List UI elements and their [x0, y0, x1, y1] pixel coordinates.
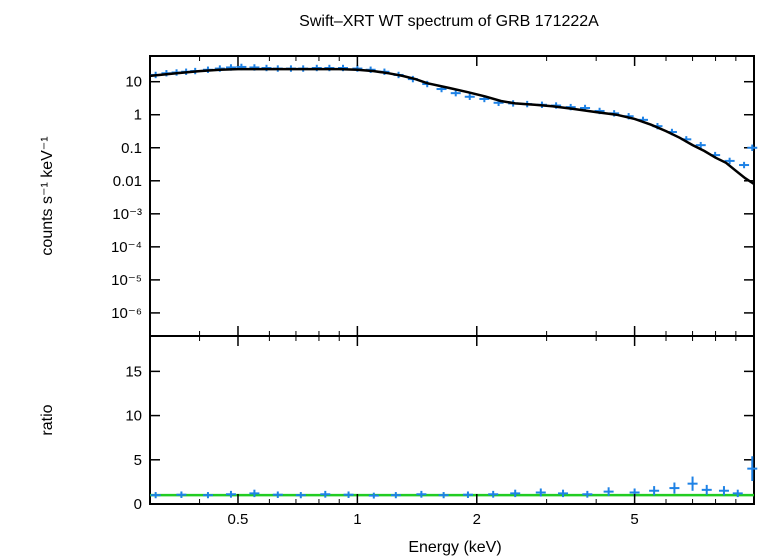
- spectrum-model-line: [149, 67, 755, 186]
- x-axis-label: Energy (keV): [408, 539, 501, 556]
- chart-title: Swift–XRT WT spectrum of GRB 171222A: [299, 13, 599, 30]
- spectrum-data-series: [150, 63, 758, 169]
- spectrum-y-tick-label: 0.01: [113, 173, 142, 190]
- spectrum-y-tick-label: 10⁻⁴: [111, 239, 142, 256]
- spectrum-y-tick-label: 1: [134, 107, 142, 124]
- x-tick-label: 0.5: [228, 511, 249, 528]
- ratio-y-tick-label: 0: [134, 496, 142, 513]
- ratio-frame: [149, 335, 755, 505]
- spectrum-y-ticks: 10 1 0.1 0.01 10⁻³ 10⁻⁴ 10⁻⁵ 10⁻⁶: [111, 74, 754, 322]
- spectrum-y-tick-label: 10: [125, 74, 142, 91]
- spectrum-frame: [149, 55, 755, 337]
- spectrum-y-tick-label: 0.1: [121, 140, 142, 157]
- spectrum-y-tick-label: 10⁻³: [112, 206, 142, 223]
- ratio-y-tick-label: 15: [125, 363, 142, 380]
- spectrum-y-tick-label: 10⁻⁵: [111, 272, 142, 289]
- ratio-data-series: [150, 456, 758, 499]
- x-ticks: 0.5 1 2 5: [149, 56, 737, 528]
- x-tick-label: 5: [630, 511, 638, 528]
- spectrum-y-tick-label: 10⁻⁶: [111, 305, 142, 322]
- ratio-y-tick-label: 10: [125, 408, 142, 425]
- y-axis-label-spectrum: counts s⁻¹ keV⁻¹: [39, 136, 56, 255]
- ratio-y-tick-label: 5: [134, 452, 142, 469]
- x-tick-label: 1: [353, 511, 361, 528]
- ratio-y-ticks: 0 5 10 15: [125, 363, 754, 513]
- x-tick-label: 2: [473, 511, 481, 528]
- spectrum-panel: 10 1 0.1 0.01 10⁻³ 10⁻⁴ 10⁻⁵ 10⁻⁶: [111, 55, 758, 337]
- ratio-panel: 0 5 10 15: [125, 335, 758, 513]
- y-axis-label-ratio: ratio: [39, 404, 56, 435]
